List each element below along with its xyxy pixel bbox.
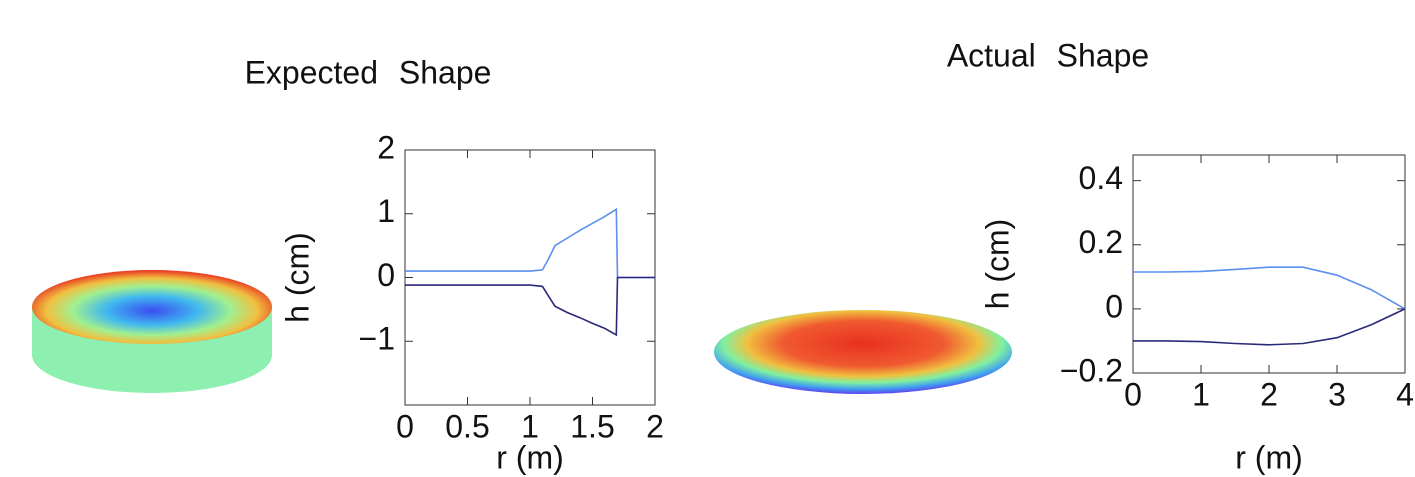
series-line [1133, 308, 1406, 346]
x-tick-label: 0.5 [445, 408, 489, 444]
y-tick-label: 2 [377, 129, 395, 165]
series-line [1133, 266, 1406, 310]
y-axis-label: h (cm) [979, 219, 1015, 310]
x-tick-label: 4 [1396, 376, 1414, 412]
series-line [405, 276, 655, 337]
x-tick-label: 3 [1328, 376, 1346, 412]
y-tick-label: 0 [1105, 288, 1123, 324]
y-tick-label: 0.2 [1079, 224, 1123, 260]
y-axis-label: h (cm) [279, 232, 315, 323]
chart-title: Expected Shape [245, 54, 492, 90]
series-line [405, 207, 655, 279]
x-tick-label: 2 [646, 408, 664, 444]
x-axis-label: r (m) [496, 439, 564, 475]
actual-shape-render [714, 310, 1012, 394]
expected-shape-render [32, 270, 272, 393]
x-tick-label: 1 [1192, 376, 1210, 412]
x-tick-label: 0 [396, 408, 414, 444]
y-tick-label: −0.2 [1060, 352, 1123, 388]
y-tick-label: 0 [377, 257, 395, 293]
x-axis-label: r (m) [1235, 439, 1303, 475]
x-tick-label: 2 [1260, 376, 1278, 412]
chart-title: Actual Shape [947, 37, 1149, 73]
y-tick-label: −1 [359, 321, 395, 357]
x-tick-label: 1.5 [570, 408, 614, 444]
y-tick-label: 1 [377, 193, 395, 229]
y-tick-label: 0.4 [1079, 160, 1123, 196]
x-tick-label: 0 [1124, 376, 1142, 412]
x-tick-label: 1 [521, 408, 539, 444]
